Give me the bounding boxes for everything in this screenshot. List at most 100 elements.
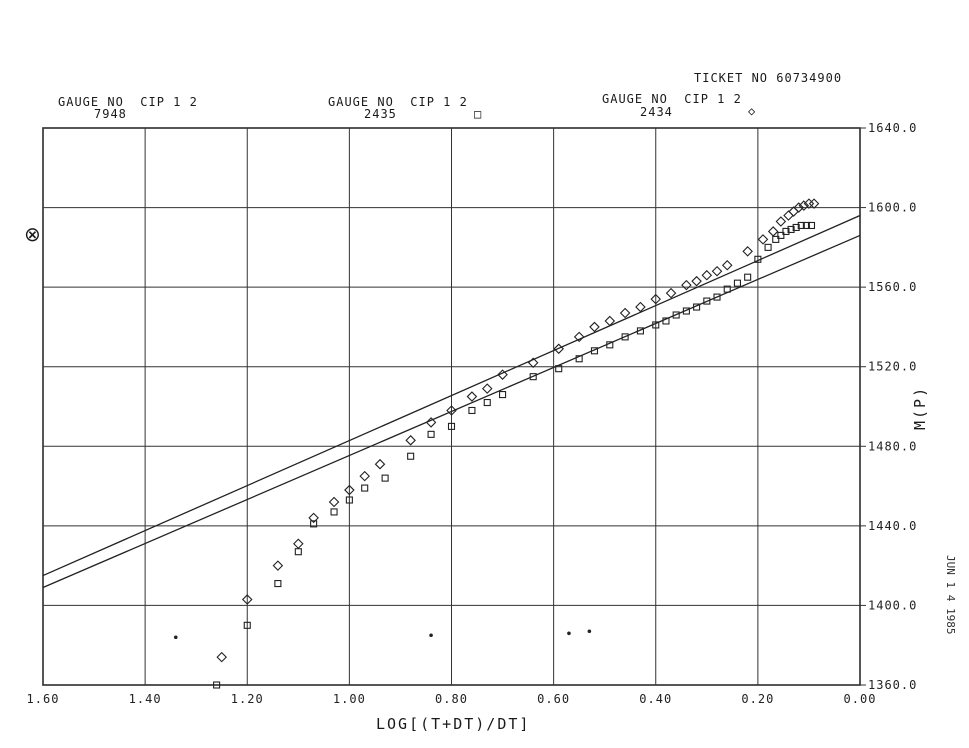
gauge-3-number: 2434 bbox=[640, 105, 673, 119]
square-point bbox=[782, 227, 790, 235]
diamond-point bbox=[788, 206, 799, 217]
diamond-point bbox=[721, 259, 733, 271]
diamond-point bbox=[308, 512, 319, 524]
square-point bbox=[797, 221, 805, 230]
diamond-point bbox=[328, 496, 340, 508]
diamond-point bbox=[742, 246, 753, 257]
x-tick-label: 0.40 bbox=[639, 692, 672, 706]
gauge-3-symbol: ◇ bbox=[748, 104, 756, 118]
diamond-point bbox=[691, 275, 702, 287]
square-point bbox=[652, 321, 660, 329]
gauge-2-number: 2435 bbox=[364, 107, 397, 121]
diamond-point bbox=[604, 315, 616, 327]
dot-point bbox=[429, 633, 433, 638]
diamond-point bbox=[803, 198, 815, 209]
x-tick-label: 1.40 bbox=[129, 692, 162, 706]
gauge-3-label: GAUGE NO CIP 1 2 bbox=[602, 92, 742, 106]
square-point bbox=[483, 398, 491, 407]
square-point bbox=[499, 391, 507, 399]
regression-line bbox=[42, 234, 861, 589]
square-point bbox=[792, 223, 800, 232]
square-point bbox=[754, 255, 762, 263]
square-point bbox=[802, 221, 810, 230]
x-tick-label: 0.80 bbox=[435, 692, 468, 706]
diamond-point bbox=[757, 234, 769, 245]
square-point bbox=[529, 373, 537, 381]
square-point bbox=[575, 355, 583, 363]
square-point bbox=[693, 303, 701, 311]
square-point bbox=[723, 285, 731, 293]
square-point bbox=[274, 579, 282, 588]
diamond-point bbox=[344, 484, 355, 496]
diamond-point bbox=[573, 331, 585, 343]
y-tick-label: 1640.0 bbox=[868, 121, 917, 135]
y-tick-label: 1360.0 bbox=[868, 678, 917, 692]
square-point bbox=[590, 347, 599, 355]
diamond-point bbox=[272, 560, 284, 571]
x-tick-label: 1.60 bbox=[27, 692, 60, 706]
square-point bbox=[636, 327, 644, 335]
gauge-2-symbol: □ bbox=[474, 107, 482, 121]
square-point bbox=[672, 311, 680, 319]
diamond-point bbox=[711, 265, 723, 277]
diamond-point bbox=[405, 435, 416, 446]
x-tick-label: 1.00 bbox=[333, 692, 366, 706]
diamond-point bbox=[589, 321, 600, 333]
gauge-1-number: 7948 bbox=[94, 107, 127, 121]
square-point bbox=[703, 297, 711, 305]
square-point bbox=[621, 333, 629, 341]
x-tick-label: 1.20 bbox=[231, 692, 264, 706]
chart-grid bbox=[42, 127, 866, 686]
square-point bbox=[764, 243, 772, 251]
diamond-point bbox=[793, 202, 805, 213]
regression-line bbox=[42, 214, 861, 577]
square-point bbox=[787, 225, 795, 234]
square-point bbox=[213, 681, 221, 689]
diamond-point bbox=[497, 369, 508, 380]
ticket-number: TICKET NO 60734900 bbox=[694, 71, 843, 85]
square-point bbox=[733, 279, 742, 287]
diamond-point bbox=[553, 343, 565, 355]
square-point bbox=[345, 496, 353, 504]
square-point bbox=[606, 341, 614, 349]
diamond-point bbox=[701, 269, 713, 281]
square-point bbox=[807, 221, 816, 230]
circled-x-mark: ⊗ bbox=[24, 222, 41, 246]
diamond-point bbox=[808, 198, 820, 209]
square-point bbox=[713, 293, 721, 301]
x-tick-label: 0.00 bbox=[844, 692, 877, 706]
square-point bbox=[447, 422, 456, 430]
dot-point bbox=[587, 629, 592, 634]
gauge-2-label: GAUGE NO CIP 1 2 bbox=[328, 95, 468, 109]
dot-point bbox=[173, 635, 178, 640]
square-point bbox=[682, 307, 690, 315]
square-point bbox=[468, 406, 476, 415]
square-point bbox=[381, 474, 389, 482]
x-axis-label: LOG[(T+DT)/DT] bbox=[376, 715, 531, 733]
diamond-point bbox=[783, 210, 794, 221]
y-tick-label: 1560.0 bbox=[868, 280, 917, 294]
diamond-point bbox=[635, 301, 646, 313]
diamond-point bbox=[650, 293, 662, 305]
square-point bbox=[310, 520, 318, 528]
square-point bbox=[555, 365, 563, 373]
data-points bbox=[173, 198, 820, 689]
diamond-point bbox=[241, 594, 253, 605]
diamond-point bbox=[527, 357, 539, 369]
square-point bbox=[744, 273, 752, 281]
square-point bbox=[777, 231, 785, 239]
x-tick-label: 0.60 bbox=[537, 692, 570, 706]
y-tick-label: 1440.0 bbox=[868, 519, 917, 533]
diamond-point bbox=[775, 216, 787, 227]
diamond-point bbox=[681, 279, 692, 291]
diamond-point bbox=[293, 538, 304, 550]
y-tick-label: 1600.0 bbox=[868, 201, 917, 215]
diamond-point bbox=[466, 391, 478, 402]
fit-lines bbox=[42, 214, 861, 589]
y-tick-label: 1520.0 bbox=[868, 360, 917, 374]
diamond-point bbox=[767, 226, 779, 237]
square-point bbox=[294, 548, 302, 556]
diamond-point bbox=[619, 307, 631, 319]
square-point bbox=[361, 484, 369, 492]
